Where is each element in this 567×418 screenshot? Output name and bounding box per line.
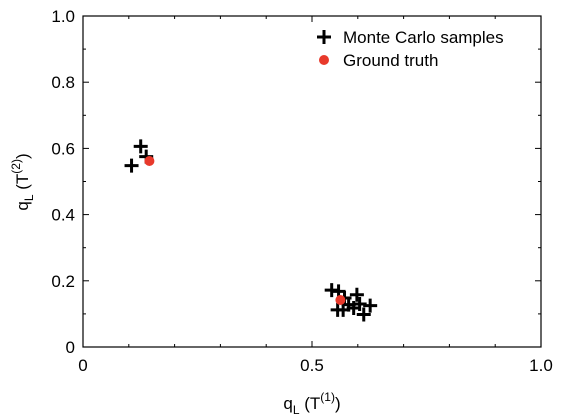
legend-plus-marker bbox=[317, 30, 331, 44]
x-tick-label: 1.0 bbox=[529, 356, 553, 375]
y-tick-label: 0 bbox=[66, 338, 75, 357]
y-tick-label: 0.8 bbox=[51, 73, 75, 92]
y-label-close: ) bbox=[13, 153, 32, 159]
monte-carlo-point bbox=[349, 287, 364, 302]
legend-item-ground-truth: Ground truth bbox=[319, 51, 438, 70]
legend-label-ground-truth: Ground truth bbox=[343, 51, 438, 70]
monte-carlo-point bbox=[352, 296, 367, 311]
y-label-sub: L bbox=[22, 194, 36, 201]
y-tick-label: 0.6 bbox=[51, 139, 75, 158]
y-label-sup: (2) bbox=[9, 159, 23, 174]
legend: Monte Carlo samples Ground truth bbox=[317, 28, 504, 70]
data-points bbox=[124, 139, 378, 322]
x-label-close: ) bbox=[335, 394, 341, 413]
ground-truth-point bbox=[144, 155, 155, 166]
x-label-sub: L bbox=[293, 403, 300, 417]
y-tick-label: 0.4 bbox=[51, 206, 75, 225]
y-label-open: (T bbox=[13, 174, 32, 195]
monte-carlo-point bbox=[330, 302, 345, 317]
x-label-base: q bbox=[283, 394, 292, 413]
x-tick-label: 0 bbox=[78, 356, 87, 375]
x-tick-label: 0.5 bbox=[300, 356, 324, 375]
plot-frame bbox=[82, 15, 542, 348]
axes bbox=[82, 15, 542, 348]
y-tick-label: 0.2 bbox=[51, 272, 75, 291]
y-label-base: q bbox=[13, 201, 32, 210]
legend-label-monte-carlo: Monte Carlo samples bbox=[343, 28, 504, 47]
y-axis-label: qL (T(2)) bbox=[9, 153, 36, 210]
legend-circle-marker bbox=[319, 55, 329, 65]
y-tick-label: 1.0 bbox=[51, 7, 75, 26]
x-axis-label: qL (T(1)) bbox=[283, 390, 340, 417]
x-label-open: (T bbox=[300, 394, 321, 413]
x-label-sup: (1) bbox=[320, 390, 335, 404]
monte-carlo-point bbox=[124, 158, 139, 173]
ground-truth-point bbox=[335, 294, 346, 305]
monte-carlo-point bbox=[356, 307, 371, 322]
legend-item-monte-carlo: Monte Carlo samples bbox=[317, 28, 504, 47]
monte-carlo-point bbox=[133, 139, 148, 154]
ticks: 0 0.5 1.0 0 0.2 0.4 0.6 0.8 1.0 bbox=[51, 7, 552, 375]
monte-carlo-point bbox=[363, 298, 378, 313]
